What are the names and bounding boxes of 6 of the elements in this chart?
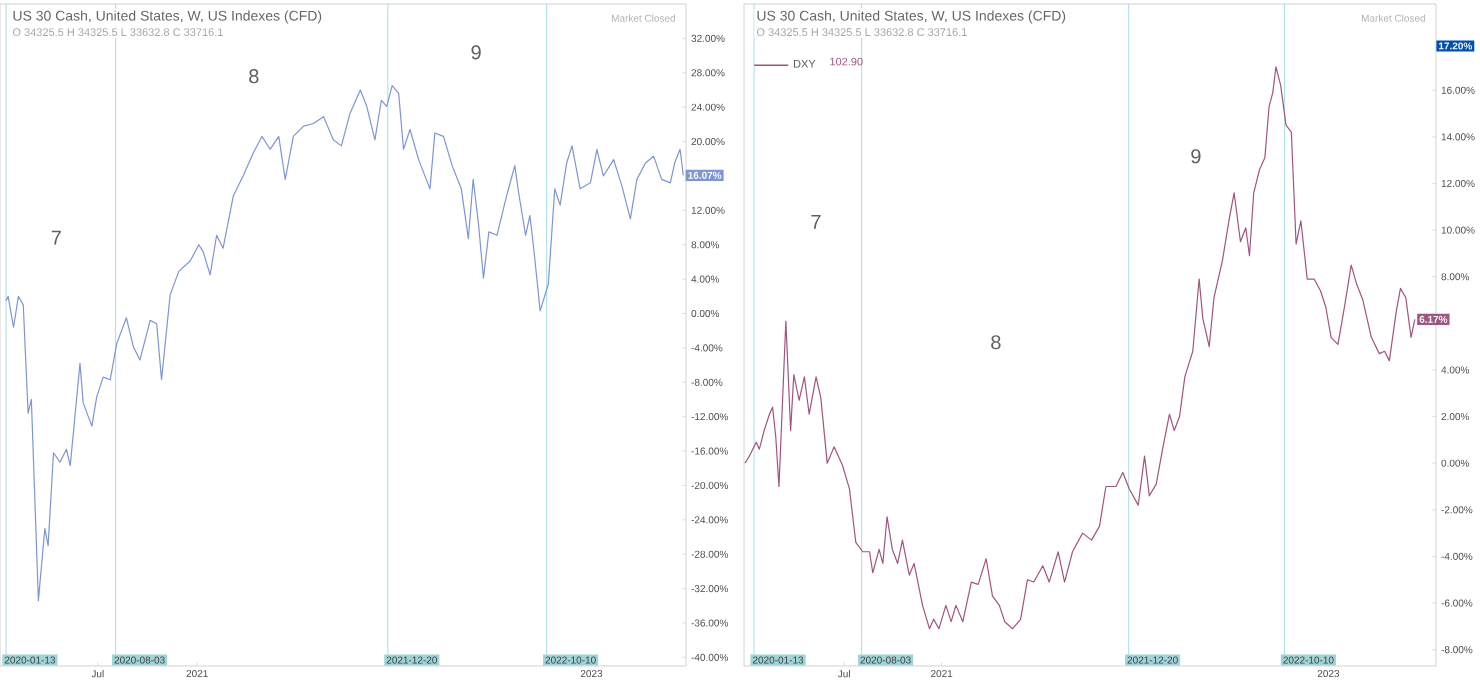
annotation: 8 (249, 69, 259, 84)
annotation: 9 (1191, 149, 1201, 164)
annotation: 8 (991, 335, 1001, 350)
annotation: 9 (471, 45, 481, 60)
annotation: 7 (51, 230, 61, 245)
annotation: 7 (811, 214, 821, 229)
